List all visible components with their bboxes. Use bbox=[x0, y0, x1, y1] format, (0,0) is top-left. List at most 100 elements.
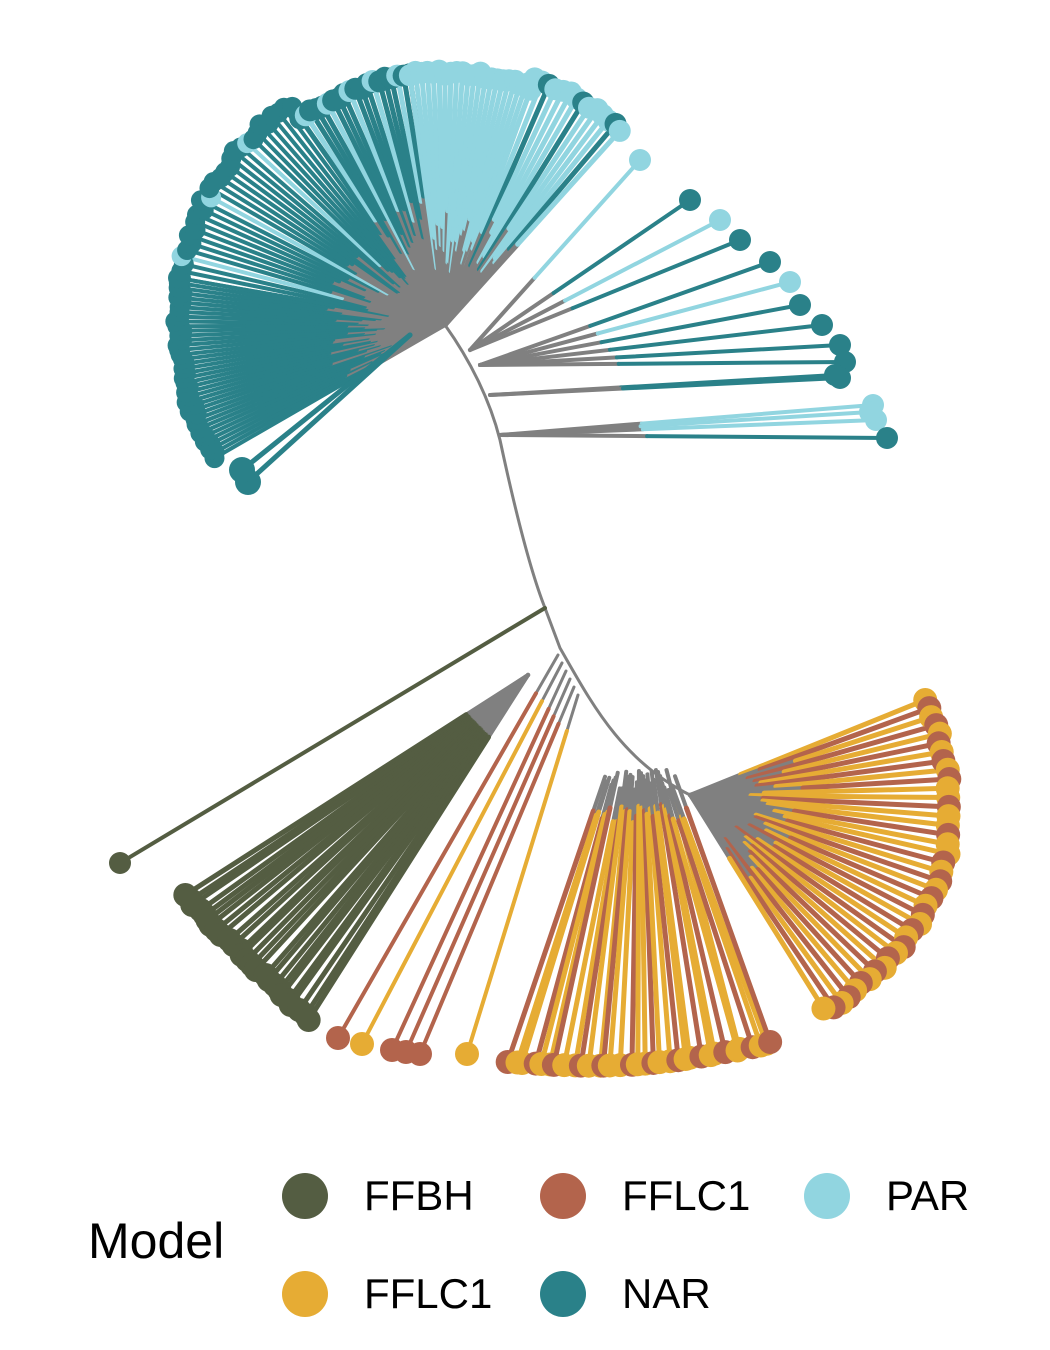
nar-top-tip-branch bbox=[346, 88, 401, 212]
fflc1-right-tip-branch bbox=[773, 840, 923, 927]
nar-top-tip-branch bbox=[401, 73, 427, 199]
par-top-tip-branch bbox=[465, 82, 523, 253]
nar-top-tip-branch bbox=[359, 86, 407, 212]
ffbh-long-tip bbox=[109, 852, 131, 874]
nar-top-tip-branch bbox=[307, 107, 391, 238]
fflc1-bottom-inner-branch bbox=[611, 786, 622, 824]
fflc1-bottom-inner-branch bbox=[666, 787, 681, 823]
right-tip bbox=[679, 189, 701, 211]
mid-tip-branch bbox=[360, 699, 544, 1046]
fflc1-right-tip-branch bbox=[788, 835, 934, 901]
right-tip-branch bbox=[595, 280, 792, 336]
nar-top-tip-branch bbox=[376, 78, 414, 204]
nar-upper-tip-branch bbox=[179, 269, 369, 311]
nar-upper-tip-branch bbox=[245, 141, 382, 268]
fflc1-bottom-tip-branch bbox=[607, 809, 633, 1068]
right-tip-branch bbox=[638, 410, 872, 429]
legend-key-par bbox=[804, 1173, 850, 1219]
par-top-tip-branch bbox=[424, 69, 441, 226]
nar-upper-tip-branch bbox=[281, 105, 397, 260]
mid-inner-branch bbox=[552, 677, 572, 718]
right-tip-branch bbox=[639, 403, 875, 426]
nar-upper-tip-branch bbox=[195, 212, 367, 292]
fflc1-right-tip-branch bbox=[765, 801, 951, 828]
mid-tip-branch bbox=[336, 691, 538, 1040]
nar-upper-tip-branch bbox=[251, 137, 391, 272]
ffbh-tip-branch bbox=[296, 732, 490, 1013]
fflc1-right-tip-branch bbox=[782, 814, 951, 857]
legend-label-par: PAR bbox=[886, 1172, 970, 1219]
fflc1-bottom-tip-branch bbox=[667, 813, 728, 1055]
fflc1-right-tip bbox=[811, 996, 836, 1021]
nar-upper-tip-branch bbox=[269, 113, 407, 279]
par-right-tip-branch bbox=[489, 88, 566, 236]
par-top-tip-branch bbox=[430, 70, 444, 248]
fflc1-right-tip-branch bbox=[727, 855, 826, 1012]
mid-tip-branch bbox=[418, 721, 561, 1056]
nar-upper-tip-branch bbox=[193, 227, 335, 284]
right-tip bbox=[759, 251, 781, 273]
fflc1-bottom-tip-branch bbox=[644, 811, 663, 1065]
right-inner-branch bbox=[478, 361, 621, 367]
ffbh-tip-branch bbox=[218, 719, 476, 938]
nar-upper-tip-branch bbox=[198, 198, 380, 293]
fflc1-bottom-inner-branch bbox=[627, 775, 635, 814]
fflc1-right-tip-branch bbox=[752, 740, 942, 784]
mid-tip-branch bbox=[465, 728, 569, 1056]
par-right-tip-branch bbox=[470, 75, 538, 252]
nar-top-tip-branch bbox=[394, 73, 424, 204]
par-right-tip-branch bbox=[491, 86, 558, 222]
nar-upper-tip-branch bbox=[209, 195, 390, 296]
fflc1-right-tip-branch bbox=[781, 731, 943, 775]
right-tip-branch bbox=[607, 323, 824, 352]
fflc1-bottom-inner-branch bbox=[643, 778, 650, 817]
nar-top-tip-branch bbox=[352, 86, 416, 243]
legend-label-nar: NAR bbox=[622, 1270, 711, 1317]
mid-tip bbox=[408, 1042, 432, 1066]
nar-upper-tip-branch bbox=[228, 164, 401, 293]
nar-upper-tip-branch bbox=[189, 241, 372, 303]
fflc1-right-inner-branch bbox=[688, 793, 732, 861]
fflc1-bottom-tip-branch bbox=[670, 816, 741, 1054]
nar-left-tip-branch bbox=[208, 373, 348, 447]
fflc1-bottom-inner-branch bbox=[608, 770, 620, 810]
nar-upper-tip-branch bbox=[193, 219, 342, 284]
nar-top-tip-branch bbox=[336, 95, 405, 236]
nar-upper-tip-branch bbox=[257, 122, 402, 279]
right-tip bbox=[789, 294, 811, 316]
nar-top-tip-branch bbox=[330, 97, 412, 255]
nar-upper-tip-branch bbox=[238, 145, 402, 288]
fflc1-right-tip-branch bbox=[743, 835, 899, 956]
right-tip bbox=[829, 334, 851, 356]
nar-left-tip-branch bbox=[186, 350, 332, 389]
nar-left-tip-branch bbox=[177, 309, 337, 322]
fflc1-bottom-inner-branch bbox=[619, 769, 629, 810]
nar-left-tip-branch bbox=[177, 330, 366, 353]
tree-tips bbox=[109, 59, 962, 1078]
fflc1-bottom-tip-branch bbox=[647, 806, 673, 1064]
right-inner-branch bbox=[468, 306, 575, 352]
right-tip-branch bbox=[563, 218, 722, 303]
par-right-tip-branch bbox=[506, 105, 592, 232]
fflc1-right-tip-branch bbox=[784, 818, 946, 865]
fflc1-right-tip-branch bbox=[761, 785, 951, 796]
right-inner-branch bbox=[468, 275, 537, 352]
par-top-tip-branch bbox=[454, 70, 483, 243]
fflc1-right-tip-branch bbox=[791, 808, 951, 838]
fflc1-right-tip-branch bbox=[772, 808, 951, 847]
fflc1-right-tip-branch bbox=[760, 795, 952, 810]
fflc1-right-tip-branch bbox=[755, 837, 909, 940]
par-top-tip-branch bbox=[470, 81, 529, 244]
mid-inner-branch bbox=[557, 685, 576, 726]
par-right-tip-branch bbox=[480, 106, 600, 274]
legend-label-ffbh: FFBH bbox=[364, 1172, 474, 1219]
fflc1-right-tip-branch bbox=[755, 867, 864, 986]
right-tip-branch bbox=[645, 434, 889, 440]
fflc1-right-tip-branch bbox=[724, 847, 837, 1010]
nar-left-tip-branch bbox=[175, 323, 349, 329]
fflc1-bottom-tip-branch bbox=[505, 808, 596, 1065]
legend-label-fflc1-yellow: FFLC1 bbox=[364, 1270, 493, 1317]
fflc1-bottom-inner-branch bbox=[673, 774, 689, 811]
fflc1-bottom-inner-branch bbox=[625, 772, 633, 812]
